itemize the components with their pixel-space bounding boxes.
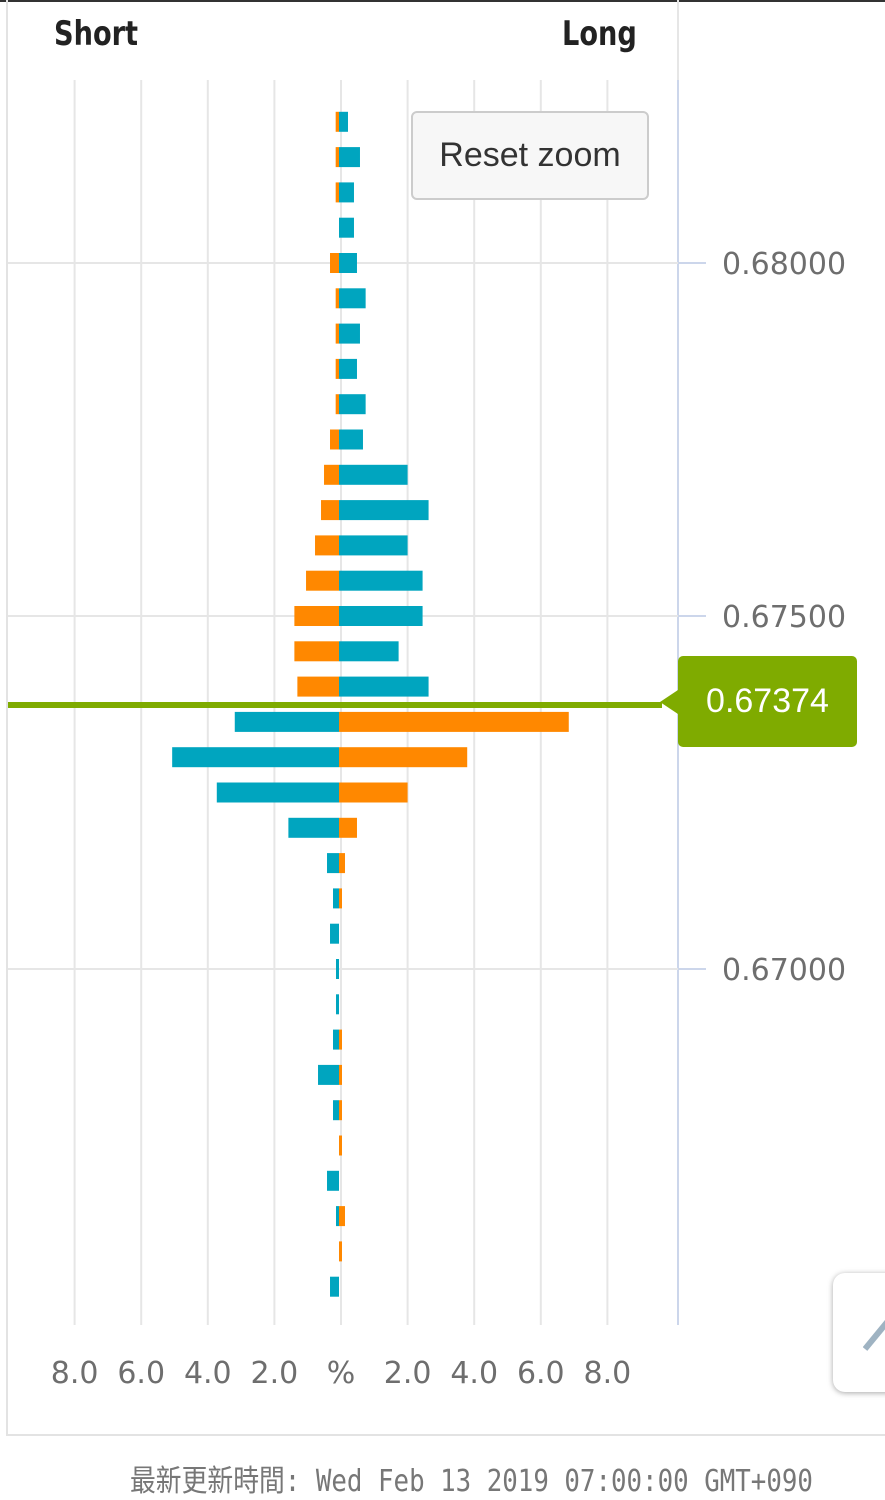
long-bar: [339, 535, 408, 556]
y-tick-label: 0.67000: [722, 953, 846, 988]
short-bar: [330, 253, 339, 273]
last-updated-text: 最新更新時間: Wed Feb 13 2019 07:00:00 GMT+090: [130, 1464, 813, 1499]
long-bar: [339, 429, 363, 450]
long-bar: [339, 570, 423, 591]
current-price-label: 0.67374: [660, 656, 857, 747]
short-bar: [330, 429, 339, 450]
short-bar: [333, 888, 339, 909]
long-bar: [339, 1241, 342, 1262]
short-bar: [327, 1170, 339, 1191]
long-bar: [339, 1206, 345, 1227]
pencil-icon: [863, 1319, 885, 1351]
long-bar: [339, 464, 408, 485]
long-bar: [339, 358, 357, 379]
long-bar: [339, 323, 360, 344]
x-tick-label: 8.0: [584, 1356, 632, 1391]
short-bar: [306, 570, 339, 591]
short-bar: [297, 676, 339, 697]
long-header: Long: [562, 14, 637, 54]
short-bar: [294, 641, 339, 662]
reset-zoom-button[interactable]: Reset zoom: [411, 111, 649, 200]
x-tick-label: 2.0: [251, 1356, 299, 1391]
long-bar: [339, 147, 360, 168]
long-bar: [339, 747, 468, 768]
short-header: Short: [54, 14, 139, 54]
short-bar: [318, 1064, 339, 1085]
short-bar: [333, 1100, 339, 1121]
long-bar: [339, 1100, 342, 1121]
short-bar: [336, 994, 339, 1015]
long-bar: [339, 288, 366, 309]
short-bar: [324, 464, 339, 485]
x-tick-label: 6.0: [117, 1356, 165, 1391]
short-bar: [315, 535, 339, 556]
top-border: [0, 0, 885, 2]
long-bar: [339, 253, 357, 273]
long-bar: [339, 853, 345, 874]
long-bar: [339, 1135, 342, 1156]
long-bar: [339, 606, 423, 626]
x-tick-label: 4.0: [450, 1356, 498, 1391]
x-tick-label: 2.0: [384, 1356, 432, 1391]
short-bar: [335, 288, 339, 309]
short-bar: [333, 1029, 339, 1050]
long-bar: [339, 888, 342, 909]
short-bar: [335, 323, 339, 344]
short-bar: [327, 853, 339, 874]
short-bar: [335, 147, 339, 168]
y-tick-label: 0.68000: [722, 247, 846, 282]
x-tick-label: 4.0: [184, 1356, 232, 1391]
long-bar: [339, 676, 429, 697]
long-bar: [339, 217, 354, 238]
short-bar: [330, 1276, 339, 1297]
short-bar: [330, 923, 339, 944]
short-bar: [294, 606, 339, 626]
long-bar: [339, 641, 399, 662]
long-bar: [339, 1064, 342, 1085]
long-bar: [339, 711, 569, 732]
y-tick-label: 0.67500: [722, 600, 846, 635]
short-bar: [172, 747, 339, 768]
short-bar: [216, 782, 339, 803]
short-bar: [335, 111, 339, 132]
short-bar: [321, 500, 339, 521]
long-bar: [339, 182, 354, 203]
x-tick-label: 8.0: [51, 1356, 99, 1391]
short-bar: [336, 1206, 339, 1227]
long-bar: [339, 394, 366, 415]
short-bar: [335, 358, 339, 379]
short-bar: [336, 959, 339, 979]
x-tick-label: 6.0: [517, 1356, 565, 1391]
short-bar: [234, 711, 339, 732]
short-bar: [288, 817, 339, 838]
short-bar: [335, 394, 339, 415]
long-bar: [339, 817, 357, 838]
long-bar: [339, 1029, 342, 1050]
order-book-chart[interactable]: 8.0 6.0 4.0 2.0% 2.0 4.0 6.0 8.0 0.68000 0.67500 0…: [0, 0, 885, 1440]
x-tick-label: %: [327, 1356, 356, 1391]
chart-frame: [6, 0, 885, 1436]
long-bar: [339, 111, 348, 132]
drawing-tool-button[interactable]: [833, 1273, 885, 1392]
long-bar: [339, 782, 408, 803]
long-bar: [339, 500, 429, 521]
short-bar: [335, 182, 339, 203]
